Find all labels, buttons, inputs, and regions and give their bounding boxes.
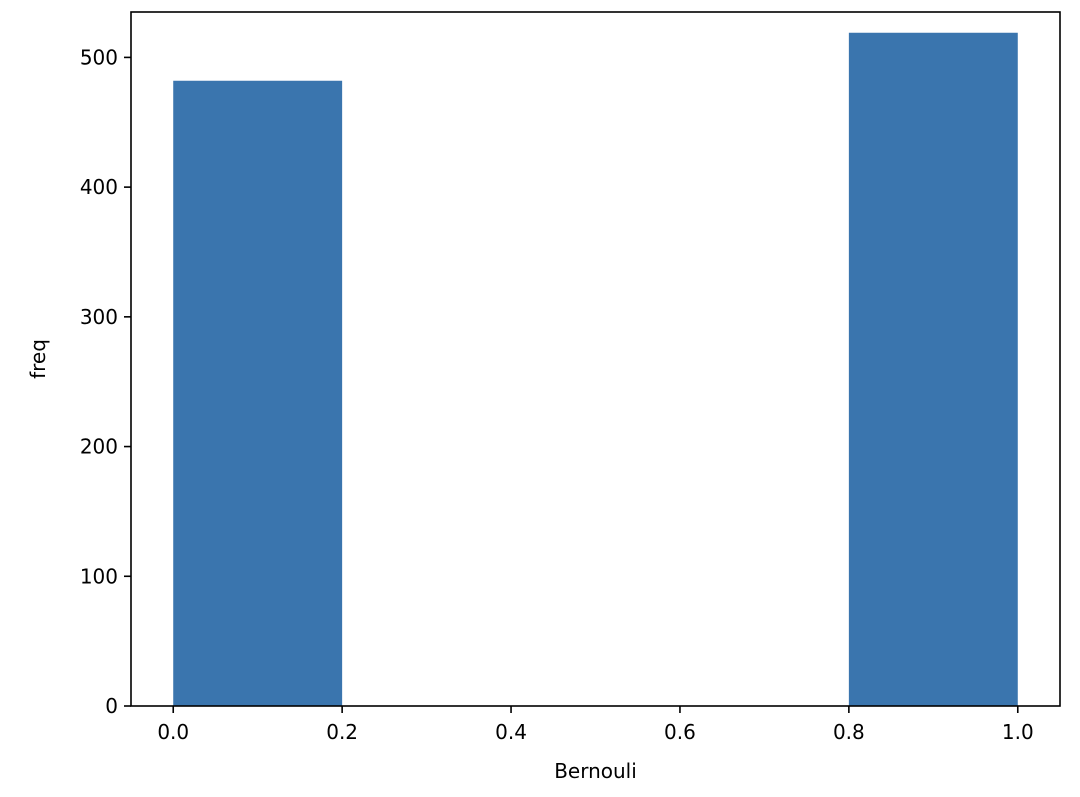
y-tick-label-1: 100 — [80, 564, 118, 588]
y-tick-label-0: 0 — [105, 694, 118, 718]
plot-frame — [130, 11, 1061, 707]
y-tick-label-2: 200 — [80, 435, 118, 459]
y-tick-label-5: 500 — [80, 45, 118, 69]
x-tick-label-4: 0.8 — [833, 720, 865, 744]
x-tick-label-1: 0.2 — [326, 720, 358, 744]
bar-0 — [173, 80, 343, 706]
y-tick-label-4: 400 — [80, 175, 118, 199]
bar-1 — [848, 32, 1018, 707]
y-axis-ticks: 0 100 200 300 400 500 — [80, 45, 131, 718]
x-tick-label-3: 0.6 — [664, 720, 696, 744]
x-tick-label-0: 0.0 — [157, 720, 189, 744]
x-axis-label: Bernouli — [554, 759, 637, 783]
x-tick-label-2: 0.4 — [495, 720, 527, 744]
x-tick-label-5: 1.0 — [1002, 720, 1034, 744]
x-axis-ticks: 0.0 0.2 0.4 0.6 0.8 1.0 — [157, 706, 1034, 744]
y-axis-label: freq — [26, 339, 50, 379]
y-tick-label-3: 300 — [80, 305, 118, 329]
bars-group — [173, 32, 1018, 707]
